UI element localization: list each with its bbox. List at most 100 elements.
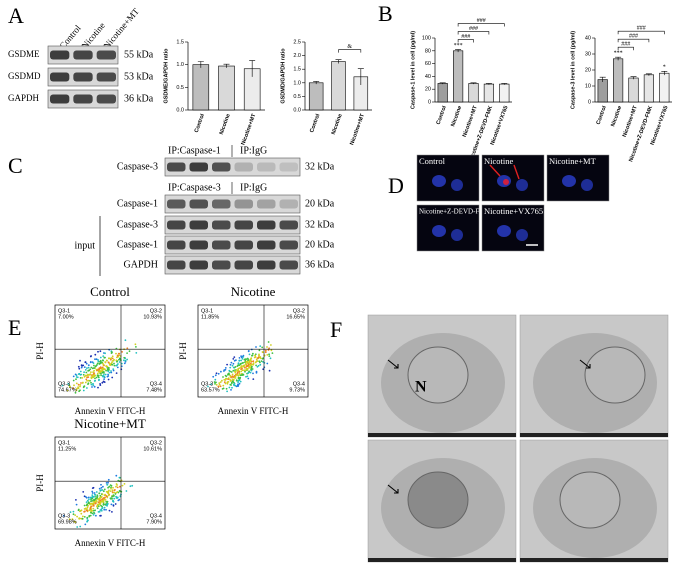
event-dot [96, 362, 99, 365]
event-dot [84, 523, 87, 526]
blot-band [257, 240, 276, 250]
event-dot [215, 372, 218, 375]
nucleus [559, 471, 621, 529]
event-dot [101, 493, 104, 496]
event-dot [107, 373, 109, 376]
event-dot [91, 492, 94, 494]
event-dot [103, 374, 105, 376]
event-dot [97, 350, 99, 353]
significance-label: & [347, 44, 352, 50]
blot-band [212, 220, 231, 230]
event-dot [246, 368, 248, 371]
error-bar [223, 63, 230, 68]
event-dot [117, 499, 120, 502]
event-dot [101, 381, 104, 384]
blot-band [279, 220, 298, 230]
blot-size-label: 20 kDa [305, 198, 335, 209]
scale-strip [520, 433, 668, 437]
event-dot [260, 360, 263, 362]
blot-band [167, 199, 186, 209]
event-dot [104, 361, 107, 364]
quadrant-value: 16.65% [286, 314, 305, 320]
event-dot [108, 371, 111, 374]
event-dot [84, 381, 87, 384]
event-dot [100, 496, 103, 498]
event-dot [79, 385, 81, 388]
y-tick-label: 0.5 [176, 85, 184, 91]
blot-band [189, 162, 208, 172]
event-dot [262, 368, 265, 371]
significance-label: ### [469, 26, 478, 32]
event-dot [231, 381, 233, 384]
event-dot [77, 373, 80, 375]
bar [437, 83, 448, 103]
event-dot [96, 507, 99, 510]
event-dot [242, 356, 245, 358]
event-dot [252, 352, 254, 355]
event-dot [235, 379, 238, 382]
blot-row-label: GSDME [8, 49, 40, 59]
panel-letter: A [8, 3, 24, 28]
y-tick-label: 40 [425, 74, 431, 80]
event-dot [108, 509, 111, 512]
event-dot [113, 364, 116, 367]
event-dot [113, 491, 116, 494]
event-dot [75, 382, 78, 385]
blot-band [167, 240, 186, 250]
y-tick-label: 100 [422, 35, 431, 41]
signal [503, 179, 509, 185]
event-dot [103, 356, 106, 359]
event-dot [118, 354, 121, 357]
event-dot [110, 487, 112, 490]
error-bar [645, 73, 652, 76]
event-dot [125, 490, 128, 492]
event-dot [233, 356, 236, 358]
event-dot [82, 515, 84, 518]
event-dot [95, 491, 98, 493]
event-dot [91, 490, 94, 493]
event-dot [255, 370, 258, 373]
quadrant-name: Q3-2 [150, 440, 162, 446]
event-dot [88, 373, 90, 376]
event-dot [254, 354, 256, 357]
nucleus [407, 471, 469, 529]
event-dot [116, 364, 118, 367]
event-dot [83, 375, 86, 378]
error-bar [313, 81, 320, 85]
event-dot [266, 362, 269, 365]
event-dot [79, 370, 82, 373]
event-dot [62, 514, 65, 517]
event-dot [244, 370, 246, 373]
event-dot [244, 358, 247, 360]
event-dot [218, 382, 221, 384]
event-dot [105, 369, 107, 372]
blot-band [234, 240, 253, 250]
event-dot [236, 371, 239, 374]
event-dot [234, 377, 237, 379]
event-dot [249, 362, 252, 365]
event-dot [95, 496, 97, 498]
event-dot [116, 356, 118, 359]
event-dot [77, 365, 80, 368]
significance-label: ### [621, 42, 630, 48]
event-dot [259, 356, 262, 358]
event-dot [68, 386, 71, 388]
event-dot [89, 361, 92, 364]
event-dot [87, 376, 90, 378]
blot-band [96, 50, 116, 60]
quadrant-name: Q3-1 [201, 308, 213, 314]
event-dot [267, 349, 270, 351]
event-dot [90, 500, 92, 503]
event-dot [268, 355, 271, 357]
event-dot [66, 389, 69, 392]
event-dot [95, 514, 97, 517]
event-dot [235, 374, 237, 377]
quadrant-value: 7.00% [58, 314, 74, 320]
nucleus [581, 179, 593, 191]
event-dot [90, 511, 92, 514]
event-dot [226, 390, 229, 393]
event-dot [227, 377, 230, 379]
image-label: Nicotine+MT [549, 156, 597, 166]
event-dot [100, 509, 103, 512]
event-dot [222, 376, 224, 378]
